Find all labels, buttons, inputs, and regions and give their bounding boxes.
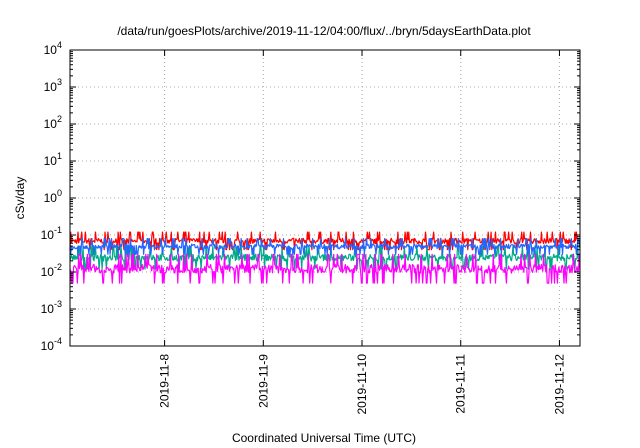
y-tick-label: 101 <box>44 151 62 168</box>
grid-lines <box>70 50 580 346</box>
y-axis-label: cSv/day <box>13 177 27 220</box>
series-line <box>69 231 581 251</box>
y-tick-label: 10-1 <box>41 225 62 242</box>
y-tick-label: 100 <box>44 188 62 205</box>
x-tick-label: 2019-11-10 <box>355 354 369 415</box>
y-axis: 10-4 10-3 10-2 10-1 100 101 102 103 104 <box>41 40 580 353</box>
x-tick-label: 2019-11-12 <box>552 354 566 415</box>
y-tick-label: 102 <box>44 114 62 131</box>
series-line <box>69 238 581 255</box>
y-tick-label: 10-2 <box>41 262 62 279</box>
y-tick-label: 10-4 <box>41 336 62 353</box>
series-line <box>69 253 581 284</box>
y-tick-label: 103 <box>44 77 62 94</box>
x-axis-label: Coordinated Universal Time (UTC) <box>232 431 416 445</box>
x-tick-label: 2019-11-11 <box>454 354 468 414</box>
x-axis: 2019-11-8 2019-11-9 2019-11-10 2019-11-11 20… <box>158 50 566 415</box>
chart-title: /data/run/goesPlots/archive/2019-11-12/0… <box>117 24 531 38</box>
y-tick-label: 104 <box>44 40 62 57</box>
data-series <box>69 231 581 284</box>
x-tick-label: 2019-11-9 <box>256 354 270 408</box>
x-tick-label: 2019-11-8 <box>158 354 172 408</box>
y-tick-label: 10-3 <box>41 299 62 316</box>
